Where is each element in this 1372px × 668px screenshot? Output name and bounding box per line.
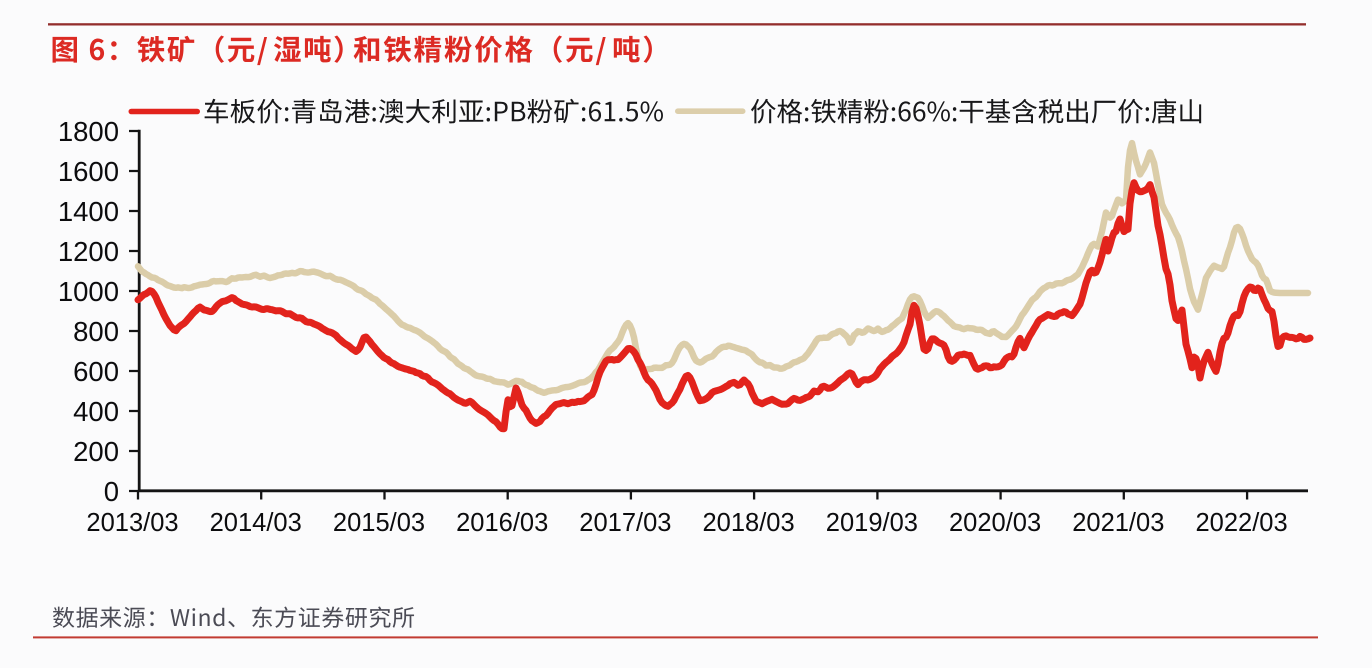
svg-text:0: 0 (104, 476, 119, 507)
svg-text:2018/03: 2018/03 (703, 509, 795, 537)
svg-text:2016/03: 2016/03 (456, 509, 548, 537)
svg-text:1000: 1000 (58, 276, 119, 307)
svg-text:1400: 1400 (58, 196, 119, 227)
svg-text:2017/03: 2017/03 (579, 509, 671, 537)
svg-text:2020/03: 2020/03 (949, 509, 1041, 537)
svg-text:1600: 1600 (58, 156, 119, 187)
svg-text:1200: 1200 (58, 236, 119, 267)
svg-text:2021/03: 2021/03 (1072, 509, 1164, 537)
svg-text:200: 200 (73, 436, 119, 467)
svg-text:2013/03: 2013/03 (86, 509, 178, 537)
svg-text:1800: 1800 (58, 116, 119, 147)
svg-text:600: 600 (73, 356, 119, 387)
svg-text:400: 400 (73, 396, 119, 427)
svg-text:2022/03: 2022/03 (1196, 509, 1288, 537)
svg-text:2015/03: 2015/03 (333, 509, 425, 537)
svg-text:800: 800 (73, 316, 119, 347)
svg-text:2014/03: 2014/03 (210, 509, 302, 537)
svg-text:2019/03: 2019/03 (826, 509, 918, 537)
